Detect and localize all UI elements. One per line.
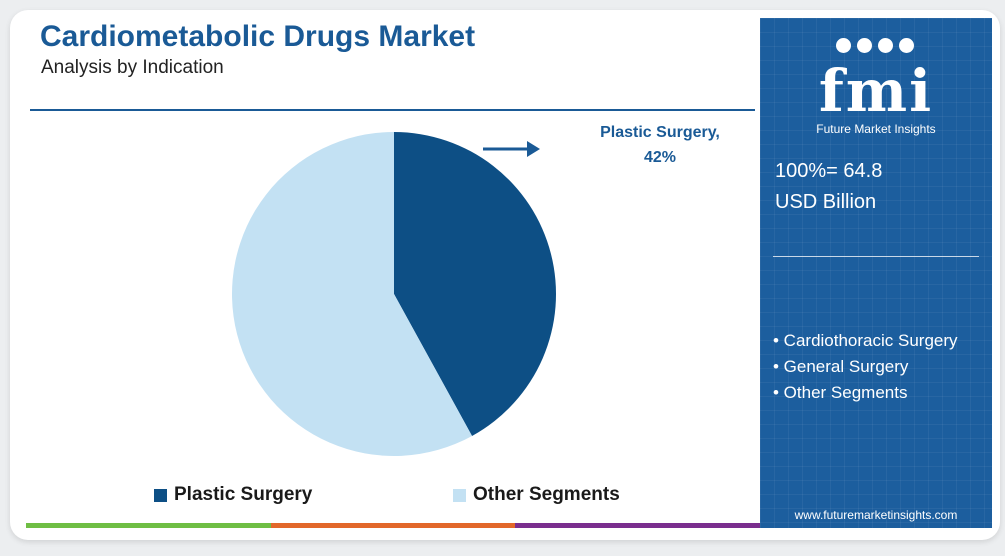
bar-segment-purple: [515, 523, 761, 528]
legend-swatch: [154, 488, 167, 502]
legend-item-plastic-surgery: Plastic Surgery: [154, 484, 312, 506]
segment-item: • Cardiothoracic Surgery: [773, 331, 958, 350]
market-total: 100%= 64.8 USD Billion: [775, 156, 882, 218]
segment-list: • Cardiothoracic Surgery • General Surge…: [773, 328, 988, 406]
website-url: www.futuremarketinsights.com: [794, 508, 958, 522]
segment-item: • Other Segments: [773, 383, 908, 402]
chart-title: Cardiometabolic Drugs Market: [40, 20, 476, 53]
panel-divider: [773, 256, 979, 257]
logo-text: fmi: [818, 57, 934, 125]
legend-label: Other Segments: [473, 484, 620, 505]
logo-icons: [836, 38, 914, 53]
segment-item: • General Surgery: [773, 357, 909, 376]
fmi-logo: fmi Future Market Insights: [760, 32, 992, 136]
bar-segment-orange: [270, 523, 516, 528]
slice-label-name: Plastic Surgery,: [600, 124, 720, 141]
total-unit: USD Billion: [775, 191, 877, 213]
chart-subtitle: Analysis by Indication: [41, 57, 224, 78]
callout-arrow: [483, 141, 540, 157]
total-value: 100%= 64.8: [775, 160, 883, 182]
legend-item-other-segments: Other Segments: [453, 484, 620, 506]
slice-label-value: 42%: [643, 149, 677, 166]
bottom-color-bar: [26, 523, 761, 528]
slice-label-plastic-surgery: Plastic Surgery, 42%: [570, 120, 750, 170]
info-panel: fmi Future Market Insights 100%= 64.8 US…: [760, 18, 992, 528]
legend-label: Plastic Surgery: [174, 484, 313, 505]
legend-swatch: [453, 488, 466, 502]
pie-slice-other-segments: [231, 132, 473, 456]
chart-card: Cardiometabolic Drugs Market Analysis by…: [10, 10, 1000, 540]
logo-subtitle: Future Market Insights: [816, 122, 936, 136]
bar-segment-green: [26, 523, 271, 528]
pie-slice-plastic-surgery: [394, 132, 556, 436]
pie-chart: [231, 132, 556, 456]
title-divider: [30, 109, 755, 111]
